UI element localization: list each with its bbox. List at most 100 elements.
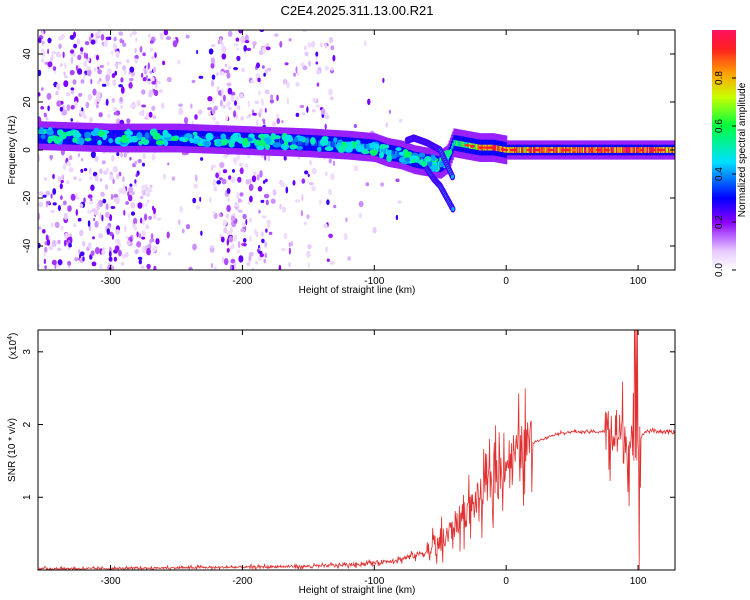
noise-speck — [395, 178, 400, 183]
ridge-core — [301, 139, 304, 146]
noise-speck — [315, 104, 320, 108]
noise-speck — [219, 161, 225, 169]
ridge-core — [546, 147, 548, 153]
noise-speck — [134, 249, 139, 255]
noise-speck — [264, 108, 267, 113]
noise-speck — [208, 48, 214, 55]
noise-speck — [330, 173, 335, 181]
noise-speck — [212, 210, 215, 215]
noise-speck — [60, 195, 63, 200]
noise-speck — [239, 167, 244, 175]
ridge-core — [592, 147, 594, 153]
noise-speck — [63, 239, 67, 247]
noise-speck — [227, 198, 230, 202]
ridge-core — [518, 147, 521, 153]
ridge-blob — [270, 133, 276, 142]
noise-speck — [137, 202, 143, 209]
noise-speck — [230, 95, 235, 102]
noise-speck — [89, 117, 93, 123]
ridge-core — [294, 139, 296, 146]
noise-speck — [98, 112, 103, 118]
noise-speck — [61, 110, 67, 116]
noise-speck — [276, 113, 280, 119]
noise-speck — [45, 116, 49, 121]
noise-speck — [245, 163, 249, 168]
ridge-blob — [264, 143, 271, 151]
noise-speck — [74, 257, 79, 262]
noise-speck — [107, 68, 112, 75]
ridge-blob — [337, 145, 346, 153]
noise-speck — [110, 193, 114, 200]
noise-speck — [115, 197, 120, 205]
noise-speck — [166, 36, 171, 41]
noise-speck — [77, 68, 83, 75]
noise-speck — [78, 248, 81, 255]
noise-speck — [46, 239, 51, 246]
noise-speck — [66, 161, 72, 167]
noise-speck — [118, 171, 122, 177]
noise-speck — [114, 245, 120, 252]
ridge-core — [417, 157, 420, 164]
noise-speck — [52, 188, 57, 195]
noise-speck — [59, 106, 64, 112]
ridge-core — [497, 145, 499, 152]
noise-speck — [43, 112, 47, 118]
noise-speck — [163, 30, 169, 36]
noise-speck — [59, 63, 63, 67]
noise-speck — [320, 108, 326, 115]
ridge-core — [612, 147, 615, 153]
noise-speck — [212, 116, 216, 121]
ridge-core — [620, 147, 623, 153]
noise-speck — [195, 174, 198, 182]
spectrogram-ylabel: Frequency (Hz) — [7, 116, 18, 185]
ridge-core — [363, 143, 365, 150]
ridge-hotspot — [488, 146, 496, 150]
noise-speck — [158, 89, 164, 94]
noise-speck — [129, 77, 134, 82]
noise-speck — [307, 262, 310, 268]
noise-speck — [280, 181, 286, 188]
noise-speck — [295, 199, 300, 203]
noise-speck — [178, 219, 181, 225]
noise-speck — [108, 251, 112, 258]
ridge-blob — [98, 131, 106, 136]
noise-speck — [236, 105, 241, 111]
noise-speck — [259, 170, 263, 178]
ridge-core — [308, 139, 311, 146]
snr-xlabel: Height of straight line (km) — [299, 585, 416, 596]
noise-speck — [125, 201, 129, 205]
noise-speck — [221, 53, 227, 60]
y-tick-label: 3 — [22, 349, 33, 355]
noise-speck — [40, 58, 45, 63]
noise-speck — [52, 66, 57, 71]
noise-speck — [138, 233, 142, 239]
ridge-core — [543, 147, 546, 153]
ridge-hotspot — [636, 148, 640, 152]
x-tick-label: 0 — [503, 276, 509, 287]
noise-speck — [112, 165, 118, 173]
ridge-blob — [39, 127, 44, 134]
ridge-core — [454, 140, 457, 146]
y-tick-label: 20 — [22, 96, 33, 108]
noise-speck — [263, 119, 266, 125]
noise-speck — [70, 193, 76, 201]
noise-speck — [242, 213, 247, 220]
noise-speck — [90, 33, 94, 38]
noise-speck — [111, 265, 115, 270]
ridge-core — [613, 147, 616, 153]
noise-speck — [101, 83, 107, 87]
noise-speck — [128, 82, 133, 89]
noise-speck — [253, 171, 257, 176]
noise-speck — [222, 169, 228, 174]
noise-speck — [144, 213, 148, 221]
noise-speck — [96, 104, 99, 109]
noise-speck — [82, 256, 85, 262]
noise-speck — [210, 44, 216, 48]
noise-speck — [106, 82, 110, 86]
ridge-core — [578, 147, 580, 153]
ridge-core — [631, 147, 634, 153]
ridge-blob — [57, 129, 64, 134]
noise-speck — [226, 188, 231, 194]
noise-speck — [126, 118, 131, 124]
noise-speck — [281, 120, 284, 124]
